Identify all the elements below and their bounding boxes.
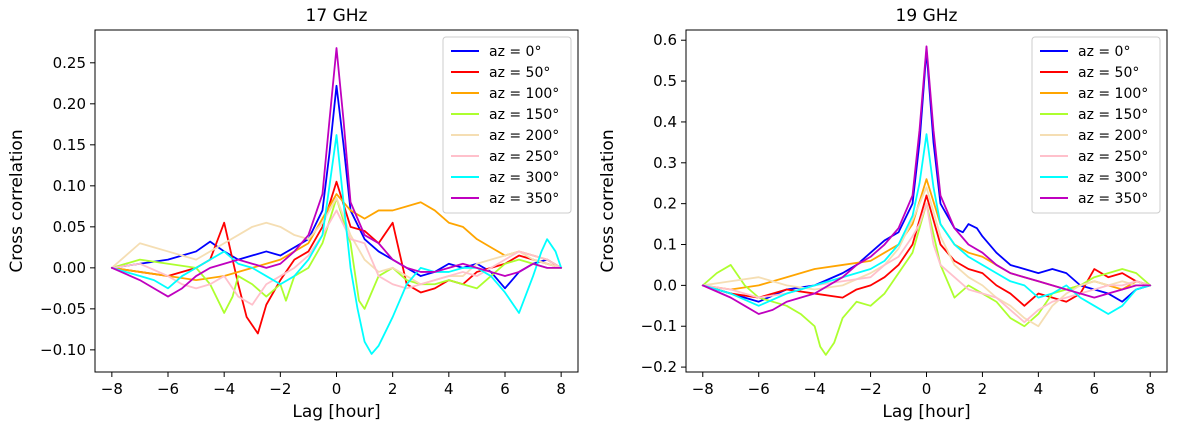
y-tick-label: 0.3 — [653, 154, 677, 172]
legend: az = 0° az = 50° az = 100° az = 150° az = 20… — [442, 36, 572, 214]
y-tick-label: −0.10 — [40, 341, 86, 359]
x-tick-label: −6 — [748, 380, 770, 398]
legend-label-3: az = 150° — [1078, 107, 1148, 123]
legend-label-5: az = 250° — [1078, 149, 1148, 165]
y-tick-label: −0.2 — [641, 358, 677, 376]
x-tick-label: 4 — [1034, 380, 1044, 398]
x-tick-label: 0 — [332, 380, 342, 398]
legend-label-1: az = 50° — [489, 65, 550, 81]
legend-label-0: az = 0° — [1078, 44, 1130, 60]
y-tick-label: 0.05 — [53, 218, 86, 236]
series-line-4 — [110, 197, 563, 286]
chart-title: 17 GHz — [306, 6, 368, 26]
y-tick-label: 0.6 — [653, 31, 677, 49]
y-axis-label: Cross correlation — [7, 129, 27, 272]
legend-label-2: az = 100° — [489, 86, 559, 102]
x-tick-label: 2 — [388, 380, 398, 398]
legend-label-1: az = 50° — [1078, 65, 1139, 81]
series-line-3 — [110, 197, 563, 314]
series-line-5 — [701, 202, 1152, 324]
x-tick-label: −8 — [692, 380, 714, 398]
y-tick-label: 0.0 — [653, 276, 677, 294]
y-tick-label: 0.1 — [653, 236, 677, 254]
x-tick-label: 6 — [500, 380, 510, 398]
chart-title: 19 GHz — [896, 6, 958, 26]
y-tick-label: 0.00 — [53, 259, 86, 277]
series-line-3 — [701, 202, 1152, 356]
series-line-0 — [701, 49, 1152, 303]
x-tick-label: −2 — [860, 380, 882, 398]
y-tick-label: 0.20 — [53, 95, 86, 113]
legend-label-4: az = 200° — [489, 128, 559, 144]
series-line-7 — [110, 47, 563, 298]
series-line-2 — [110, 193, 563, 282]
legend-label-6: az = 300° — [489, 170, 559, 186]
y-tick-label: 0.5 — [653, 72, 677, 90]
x-tick-label: 8 — [556, 380, 566, 398]
x-tick-label: 0 — [922, 380, 932, 398]
series-line-6 — [701, 133, 1152, 315]
x-tick-label: 8 — [1145, 380, 1155, 398]
legend-label-6: az = 300° — [1078, 170, 1148, 186]
x-tick-label: −4 — [804, 380, 826, 398]
series-line-6 — [110, 134, 563, 355]
legend-box — [1031, 36, 1161, 214]
y-tick-label: 0.25 — [53, 54, 86, 72]
legend-label-4: az = 200° — [1078, 128, 1148, 144]
x-tick-label: 2 — [978, 380, 988, 398]
x-axis-label: Lag [hour] — [882, 402, 970, 422]
series-line-5 — [110, 209, 563, 306]
x-tick-label: 6 — [1090, 380, 1100, 398]
legend-label-7: az = 350° — [489, 191, 559, 207]
y-tick-label: 0.4 — [653, 113, 677, 131]
legend: az = 0° az = 50° az = 100° az = 150° az = 20… — [1031, 36, 1161, 214]
series-line-7 — [701, 45, 1152, 315]
x-tick-label: −4 — [213, 380, 235, 398]
y-tick-label: −0.05 — [40, 300, 86, 318]
x-tick-label: 4 — [444, 380, 454, 398]
chart-panel-right: −8 −6 −4 −2 0 2 4 6 8 −0.2 −0.1 0.0 0.1 0.2 0.3 0.4 0.5 0… — [598, 6, 1168, 422]
y-tick-label: 0.10 — [53, 177, 86, 195]
x-tick-label: −8 — [101, 380, 123, 398]
legend-label-2: az = 100° — [1078, 86, 1148, 102]
legend-label-3: az = 150° — [489, 107, 559, 123]
legend-box — [442, 36, 572, 214]
series-group — [110, 47, 563, 355]
legend-label-0: az = 0° — [489, 44, 541, 60]
y-tick-label: −0.1 — [641, 317, 677, 335]
y-axis-label: Cross correlation — [598, 129, 618, 272]
chart-panel-left: −8 −6 −4 −2 0 2 4 6 8 −0.10 −0.05 0.00 0.05 0.10 0.15 0… — [7, 6, 579, 422]
x-tick-label: −6 — [157, 380, 179, 398]
legend-label-7: az = 350° — [1078, 191, 1148, 207]
y-tick-label: 0.15 — [53, 136, 86, 154]
legend-label-5: az = 250° — [489, 149, 559, 165]
x-axis-label: Lag [hour] — [292, 402, 380, 422]
series-group — [701, 45, 1152, 356]
y-tick-label: 0.2 — [653, 195, 677, 213]
x-tick-label: −2 — [269, 380, 291, 398]
